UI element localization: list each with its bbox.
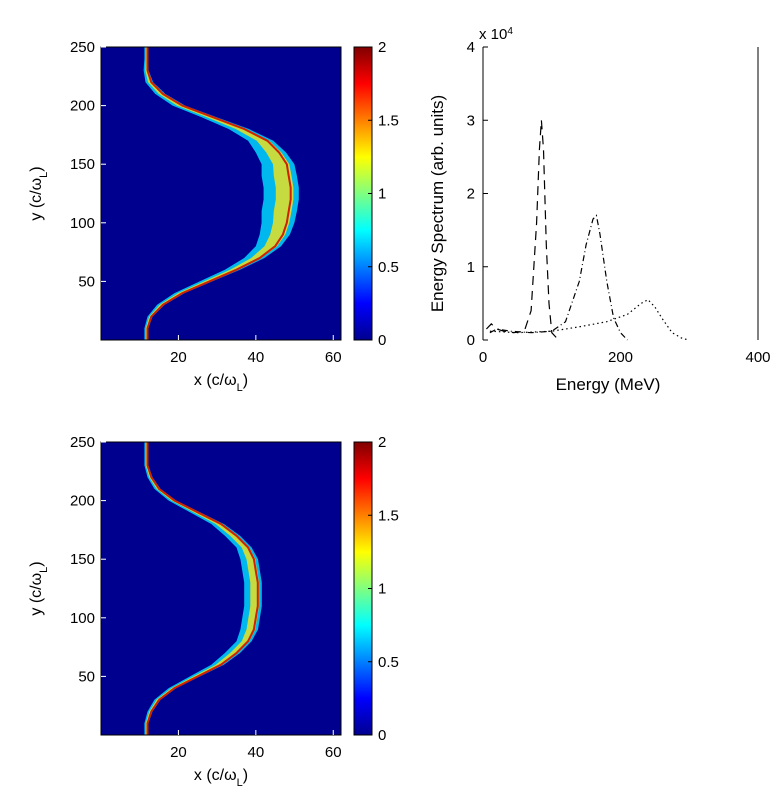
y-tick-label: 250	[70, 39, 95, 56]
y-tick-label: 100	[70, 610, 95, 627]
colorbar-tick-label: 0	[378, 332, 386, 349]
x-tick-label: 400	[745, 349, 770, 366]
colorbar-tick-label: 0	[378, 727, 386, 744]
y-tick-label: 200	[70, 98, 95, 115]
x-tick-label: 200	[608, 349, 633, 366]
colorbar-tick-label: 1.5	[378, 112, 399, 129]
y-tick-label: 200	[70, 493, 95, 510]
y-exponent-label: x 104	[479, 26, 513, 44]
y-tick-label: 100	[70, 215, 95, 232]
y-axis-label: Energy Spectrum (arb. units)	[428, 95, 447, 312]
heatmap-panel-1: 20 40 60 50 100 150 200 250 x (c/ωL) y (c/ωL) 0 0.5…	[28, 39, 399, 394]
y-tick-label: 4	[467, 39, 475, 56]
density-front-line	[146, 47, 292, 340]
axes-box	[100, 46, 342, 341]
colorbar-tick-label: 2	[378, 434, 386, 451]
heatmap-panel-2: 20 40 60 50 100 150 200 250 x (c/ωL) y (c/ωL) 0 0.5…	[28, 434, 399, 789]
x-axis-label: x (c/ωL)	[194, 372, 248, 394]
spectrum-series-2	[489, 214, 628, 341]
density-front-line	[146, 442, 259, 735]
colorbar-tick-label: 1	[378, 186, 386, 203]
density-band	[143, 47, 299, 340]
spectrum-panel: 0 1 2 3 4 0 200 400 x 104 Energy (MeV) Energy Spec…	[428, 26, 771, 395]
spectrum-series-3	[489, 298, 690, 341]
y-tick-label: 250	[70, 434, 95, 451]
x-axis-label: Energy (MeV)	[556, 375, 661, 394]
x-axis-label: x (c/ωL)	[194, 767, 248, 789]
y-tick-label: 150	[70, 156, 95, 173]
colorbar-tick-label: 1.5	[378, 507, 399, 524]
y-tick-label: 2	[467, 186, 475, 203]
y-tick-label: 1	[467, 259, 475, 276]
y-tick-label: 3	[467, 112, 475, 129]
x-tick-label: 60	[325, 744, 342, 761]
heatmap-background	[101, 47, 341, 340]
axes-box	[100, 441, 342, 736]
x-tick-label: 40	[247, 744, 264, 761]
y-tick-label: 50	[78, 668, 95, 685]
colorbar-tick-label: 0.5	[378, 259, 399, 276]
y-tick-label: 50	[78, 273, 95, 290]
x-tick-label: 40	[247, 349, 264, 366]
y-tick-label: 0	[467, 332, 475, 349]
colorbar-tick-label: 1	[378, 581, 386, 598]
y-tick-label: 150	[70, 551, 95, 568]
x-tick-label: 0	[479, 349, 487, 366]
x-tick-label: 60	[325, 349, 342, 366]
spectrum-series-1	[485, 120, 560, 341]
y-axis-label: y (c/ωL)	[28, 166, 50, 220]
x-tick-label: 20	[170, 349, 187, 366]
colorbar-tick-label: 2	[378, 39, 386, 56]
colorbar-tick-label: 0.5	[378, 654, 399, 671]
x-tick-label: 20	[170, 744, 187, 761]
y-axis-label: y (c/ωL)	[28, 561, 50, 615]
heatmap-background	[101, 442, 341, 735]
